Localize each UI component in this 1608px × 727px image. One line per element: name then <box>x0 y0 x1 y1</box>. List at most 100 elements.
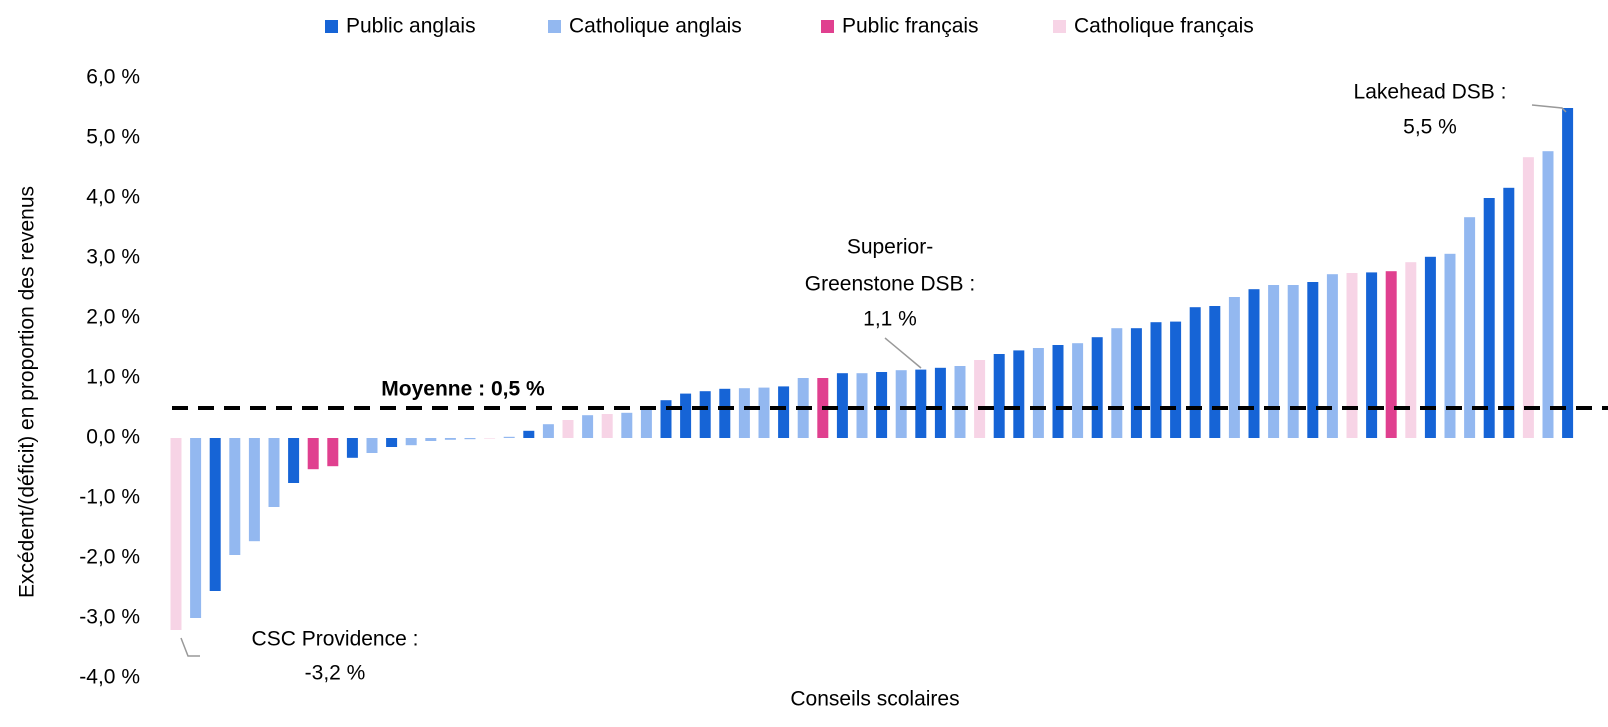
bar <box>1464 217 1476 438</box>
y-tick-label: 6,0 % <box>86 66 140 89</box>
annotation: -3,2 % <box>305 662 366 685</box>
bar <box>1170 321 1182 438</box>
legend-swatch <box>821 20 834 33</box>
bar <box>915 369 927 438</box>
bar <box>738 388 750 438</box>
y-tick-label: -1,0 % <box>79 486 140 509</box>
bar <box>1052 345 1064 438</box>
y-tick-label: 5,0 % <box>86 126 140 149</box>
bar <box>209 438 221 591</box>
bar <box>503 436 515 438</box>
bar <box>895 370 907 438</box>
bar <box>934 367 946 438</box>
bar <box>327 438 339 467</box>
mean-label: Moyenne : 0,5 % <box>381 378 545 401</box>
y-tick-label: -4,0 % <box>79 666 140 689</box>
bar <box>1307 282 1319 438</box>
bar <box>1228 297 1240 438</box>
leader-line <box>884 337 922 369</box>
bar <box>699 391 711 438</box>
bar <box>601 414 613 438</box>
bar <box>1483 198 1495 438</box>
bar <box>425 438 437 441</box>
annotation: 5,5 % <box>1403 116 1457 139</box>
bar <box>974 360 986 438</box>
bar <box>1385 271 1397 438</box>
bar <box>346 438 358 458</box>
bar <box>621 412 633 438</box>
bar <box>778 386 790 438</box>
bar <box>719 388 731 438</box>
bar <box>660 400 672 438</box>
bar <box>190 438 202 618</box>
bar <box>1424 256 1436 438</box>
legend-swatch <box>325 20 338 33</box>
bar <box>1405 262 1417 438</box>
bar <box>170 438 182 630</box>
bar <box>366 438 378 453</box>
leader-line <box>180 637 200 657</box>
annotation: Greenstone DSB : <box>805 273 975 296</box>
leader-line <box>1531 104 1567 113</box>
y-tick-label: 2,0 % <box>86 306 140 329</box>
bar <box>484 438 496 439</box>
bar <box>268 438 280 507</box>
x-axis-label: Conseils scolaires <box>790 688 959 711</box>
bar <box>993 354 1005 438</box>
annotation: CSC Providence : <box>252 628 419 651</box>
y-tick-label: 0,0 % <box>86 426 140 449</box>
bar <box>954 366 966 438</box>
legend-label: Catholique anglais <box>569 15 742 38</box>
legend-label: Public français <box>842 15 979 38</box>
legend-swatch <box>548 20 561 33</box>
bar <box>1542 151 1554 438</box>
annotation: Superior- <box>847 236 933 259</box>
y-tick-label: 4,0 % <box>86 186 140 209</box>
y-tick-label: -3,0 % <box>79 606 140 629</box>
bar <box>1444 253 1456 438</box>
bar <box>1013 350 1025 438</box>
bar <box>1032 348 1044 438</box>
bar <box>856 373 868 438</box>
bar <box>876 372 888 438</box>
bar <box>1287 285 1299 438</box>
legend-label: Catholique français <box>1074 15 1254 38</box>
y-axis-label: Excédent/(déficit) en proportion des rev… <box>16 186 39 598</box>
y-tick-label: -2,0 % <box>79 546 140 569</box>
bar <box>1248 289 1260 438</box>
bar <box>680 393 692 438</box>
bar <box>1503 187 1515 438</box>
y-tick-label: 1,0 % <box>86 366 140 389</box>
bar <box>229 438 241 555</box>
bar <box>288 438 300 483</box>
annotation: Lakehead DSB : <box>1354 81 1507 104</box>
bar <box>1562 108 1574 438</box>
legend-swatch <box>1053 20 1066 33</box>
bar <box>582 415 594 438</box>
bar <box>1268 285 1280 438</box>
bar <box>444 438 456 440</box>
bar <box>464 438 476 440</box>
bar <box>1209 306 1221 438</box>
bar <box>1326 274 1338 438</box>
bar <box>1366 272 1378 438</box>
annotation: 1,1 % <box>863 308 917 331</box>
bar <box>1522 157 1534 438</box>
bar <box>836 373 848 438</box>
y-tick-label: 3,0 % <box>86 246 140 269</box>
bar <box>542 424 554 438</box>
bar <box>1072 343 1084 438</box>
bar <box>1189 307 1201 438</box>
bar <box>1091 337 1103 438</box>
bar <box>1111 328 1123 438</box>
bar <box>307 438 319 470</box>
bar <box>758 387 770 438</box>
bar <box>562 420 574 438</box>
bar <box>523 430 535 438</box>
bar <box>1130 328 1142 438</box>
bar <box>386 438 398 447</box>
bar <box>1346 273 1358 438</box>
bar <box>1150 322 1162 438</box>
bar <box>405 438 417 446</box>
